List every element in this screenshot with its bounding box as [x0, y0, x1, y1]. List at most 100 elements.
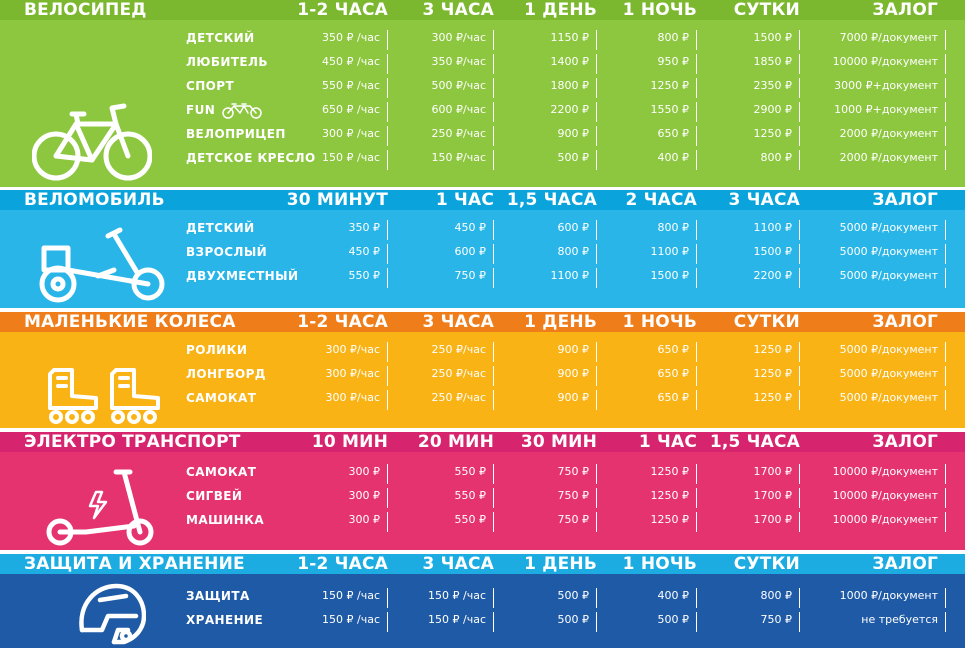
section-header: МАЛЕНЬКИЕ КОЛЕСА 1-2 ЧАСА 3 ЧАСА 1 ДЕНЬ … [0, 312, 965, 332]
price-cell: 750 ₽ [396, 266, 494, 288]
price-table: ДЕТСКИЙ 350 ₽ /час 300 ₽/час 1150 ₽ 800 … [0, 20, 965, 187]
price-cell: 550 ₽ [396, 510, 494, 532]
section-title: ЭЛЕКТРО ТРАНСПОРТ [24, 432, 241, 452]
row-label: СИГВЕЙ [186, 489, 243, 503]
price-cell: 900 ₽ [500, 124, 597, 146]
helmet-icon [74, 582, 146, 648]
price-cell: 300 ₽/час [270, 364, 388, 386]
price-cell: 1500 ₽ [603, 266, 697, 288]
price-cell: 5000 ₽/документ [806, 364, 946, 386]
column-header: 1 НОЧЬ [622, 312, 697, 332]
price-cell: 800 ₽ [603, 28, 697, 50]
price-table: ДЕТСКИЙ 350 ₽ 450 ₽ 600 ₽ 800 ₽ 1100 ₽ 5… [0, 210, 965, 308]
row-label: ХРАНЕНИЕ [186, 613, 264, 627]
price-cell: 1250 ₽ [703, 388, 800, 410]
column-header: СУТКИ [733, 312, 800, 332]
price-cell: 300 ₽/час [270, 388, 388, 410]
price-cell: 400 ₽ [603, 148, 697, 170]
table-row: СПОРТ 550 ₽ /час 500 ₽/час 1800 ₽ 1250 ₽… [0, 76, 965, 98]
table-row: РОЛИКИ 300 ₽/час 250 ₽/час 900 ₽ 650 ₽ 1… [0, 340, 965, 362]
section-electric-transport: ЭЛЕКТРО ТРАНСПОРТ 10 МИН 20 МИН 30 МИН 1… [0, 432, 965, 550]
row-label: FUN [186, 103, 216, 117]
price-cell: 250 ₽/час [396, 124, 494, 146]
price-cell: 1800 ₽ [500, 76, 597, 98]
pedal-car-icon [38, 226, 168, 304]
table-row: ХРАНЕНИЕ 150 ₽ /час 150 ₽ /час 500 ₽ 500… [0, 610, 965, 632]
table-row: САМОКАТ 300 ₽ 550 ₽ 750 ₽ 1250 ₽ 1700 ₽ … [0, 462, 965, 484]
price-cell: 1700 ₽ [703, 462, 800, 484]
price-cell: 7000 ₽/документ [806, 28, 946, 50]
price-cell: 450 ₽ [396, 218, 494, 240]
table-row: ДЕТСКОЕ КРЕСЛО 150 ₽ /час 150 ₽/час 500 … [0, 148, 965, 170]
section-header: ВЕЛОСИПЕД 1-2 ЧАСА 3 ЧАСА 1 ДЕНЬ 1 НОЧЬ … [0, 0, 965, 20]
price-cell: 10000 ₽/документ [806, 52, 946, 74]
price-cell: 900 ₽ [500, 364, 597, 386]
price-cell: 1100 ₽ [603, 242, 697, 264]
section-bicycle: ВЕЛОСИПЕД 1-2 ЧАСА 3 ЧАСА 1 ДЕНЬ 1 НОЧЬ … [0, 0, 965, 187]
price-cell: 1250 ₽ [703, 340, 800, 362]
section-header: ЭЛЕКТРО ТРАНСПОРТ 10 МИН 20 МИН 30 МИН 1… [0, 432, 965, 452]
price-cell: 5000 ₽/документ [806, 388, 946, 410]
column-header: 3 ЧАСА [422, 312, 494, 332]
price-cell: не требуется [806, 610, 946, 632]
table-row: ЗАЩИТА 150 ₽ /час 150 ₽ /час 500 ₽ 400 ₽… [0, 586, 965, 608]
section-small-wheels: МАЛЕНЬКИЕ КОЛЕСА 1-2 ЧАСА 3 ЧАСА 1 ДЕНЬ … [0, 312, 965, 428]
price-cell: 2000 ₽/документ [806, 124, 946, 146]
price-cell: 1150 ₽ [500, 28, 597, 50]
price-cell: 2200 ₽ [500, 100, 597, 122]
section-protection-storage: ЗАЩИТА И ХРАНЕНИЕ 1-2 ЧАСА 3 ЧАСА 1 ДЕНЬ… [0, 554, 965, 648]
rollerblades-icon [44, 366, 168, 424]
column-header: 1,5 ЧАСА [709, 432, 800, 452]
price-cell: 550 ₽ /час [270, 76, 388, 98]
price-cell: 2350 ₽ [703, 76, 800, 98]
price-cell: 1000 ₽+документ [806, 100, 946, 122]
price-cell: 1550 ₽ [603, 100, 697, 122]
price-cell: 300 ₽/час [270, 340, 388, 362]
price-cell: 1100 ₽ [500, 266, 597, 288]
tandem-bicycle-icon [222, 103, 262, 119]
price-cell: 300 ₽ /час [270, 124, 388, 146]
price-cell: 10000 ₽/документ [806, 510, 946, 532]
price-cell: 650 ₽ [603, 340, 697, 362]
column-header: ЗАЛОГ [872, 554, 938, 574]
column-header: 3 ЧАСА [728, 190, 800, 210]
column-header: 20 МИН [417, 432, 494, 452]
table-row: ДЕТСКИЙ 350 ₽ /час 300 ₽/час 1150 ₽ 800 … [0, 28, 965, 50]
column-header: ЗАЛОГ [872, 190, 938, 210]
table-row: ЛЮБИТЕЛЬ 450 ₽ /час 350 ₽/час 1400 ₽ 950… [0, 52, 965, 74]
section-pedal-car: ВЕЛОМОБИЛЬ 30 МИНУТ 1 ЧАС 1,5 ЧАСА 2 ЧАС… [0, 190, 965, 308]
price-cell: 650 ₽ /час [270, 100, 388, 122]
row-label: ЛОНГБОРД [186, 367, 266, 381]
price-cell: 150 ₽ /час [396, 610, 494, 632]
price-cell: 1850 ₽ [703, 52, 800, 74]
price-cell: 250 ₽/час [396, 340, 494, 362]
price-cell: 300 ₽/час [396, 28, 494, 50]
price-cell: 500 ₽/час [396, 76, 494, 98]
price-cell: 500 ₽ [500, 610, 597, 632]
price-cell: 300 ₽ [270, 486, 388, 508]
price-cell: 350 ₽/час [396, 52, 494, 74]
price-cell: 800 ₽ [603, 218, 697, 240]
price-cell: 3000 ₽+документ [806, 76, 946, 98]
price-cell: 10000 ₽/документ [806, 462, 946, 484]
column-header: 30 МИН [520, 432, 597, 452]
row-label: ЗАЩИТА [186, 589, 250, 603]
column-header: 1,5 ЧАСА [506, 190, 597, 210]
row-label: ДЕТСКОЕ КРЕСЛО [186, 151, 316, 165]
price-cell: 800 ₽ [703, 586, 800, 608]
price-cell: 300 ₽ [270, 510, 388, 532]
price-cell: 1400 ₽ [500, 52, 597, 74]
row-label: ВЗРОСЛЫЙ [186, 245, 268, 259]
column-header: 3 ЧАСА [422, 0, 494, 20]
price-cell: 150 ₽ /час [270, 610, 388, 632]
price-cell: 150 ₽/час [396, 148, 494, 170]
column-header: 1-2 ЧАСА [297, 312, 388, 332]
price-cell: 450 ₽ /час [270, 52, 388, 74]
price-cell: 350 ₽ /час [270, 28, 388, 50]
table-row: СИГВЕЙ 300 ₽ 550 ₽ 750 ₽ 1250 ₽ 1700 ₽ 1… [0, 486, 965, 508]
price-cell: 950 ₽ [603, 52, 697, 74]
price-cell: 1250 ₽ [603, 462, 697, 484]
price-cell: 150 ₽ /час [396, 586, 494, 608]
table-row: САМОКАТ 300 ₽/час 250 ₽/час 900 ₽ 650 ₽ … [0, 388, 965, 410]
price-cell: 5000 ₽/документ [806, 218, 946, 240]
